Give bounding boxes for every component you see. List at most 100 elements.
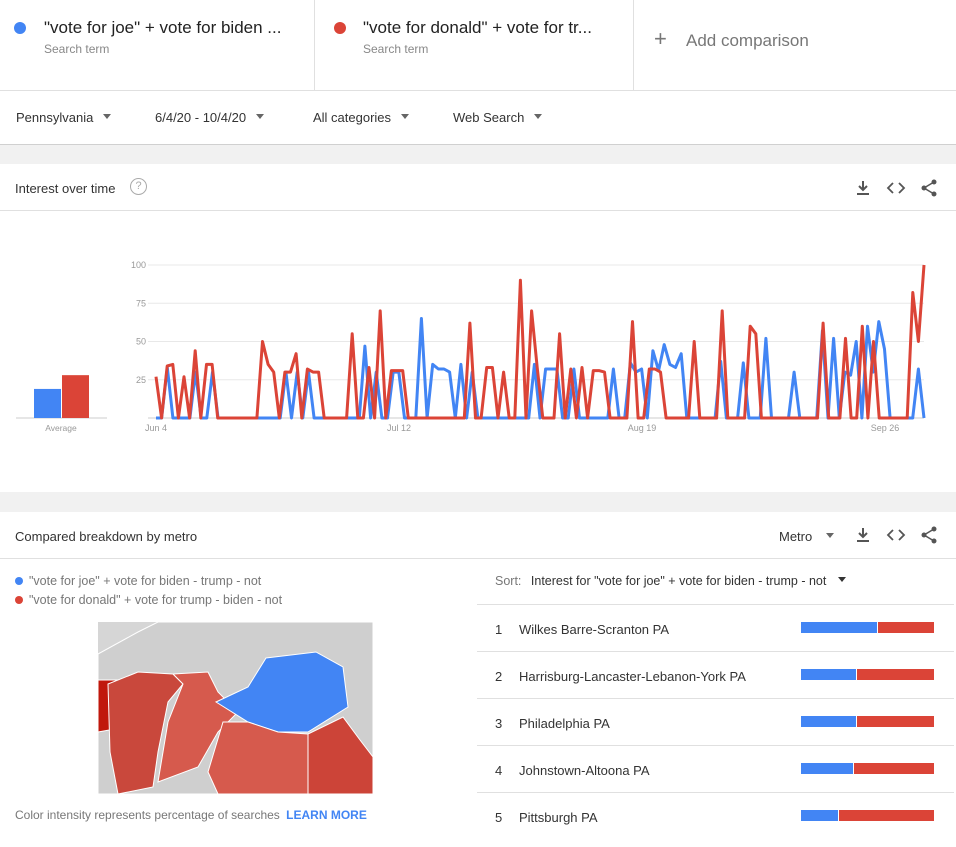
- sort-control[interactable]: Sort: Interest for "vote for joe" + vote…: [495, 574, 847, 588]
- rank-number: 4: [495, 763, 503, 778]
- legend-label: "vote for donald" + vote for trump - bid…: [29, 593, 283, 607]
- rank-number: 3: [495, 716, 503, 731]
- metro-name: Philadelphia PA: [519, 716, 610, 731]
- map-region-pittsburgh[interactable]: [107, 671, 184, 794]
- ranking-row[interactable]: 3 Philadelphia PA: [477, 699, 954, 746]
- red-share: [856, 716, 934, 727]
- search-term-label[interactable]: "vote for joe" + vote for biden ...: [44, 18, 282, 37]
- chevron-down-icon: [103, 114, 112, 120]
- map-region-johnstown[interactable]: [157, 671, 239, 783]
- rank-number: 2: [495, 669, 503, 684]
- metro-name: Pittsburgh PA: [519, 810, 598, 825]
- legend-item-red: "vote for donald" + vote for trump - bid…: [15, 593, 282, 607]
- sort-value: Interest for "vote for joe" + vote for b…: [530, 574, 827, 588]
- ranking-row[interactable]: 4 Johnstown-Altoona PA: [477, 746, 954, 793]
- rank-number: 1: [495, 622, 503, 637]
- chevron-down-icon: [534, 114, 543, 120]
- red-share: [853, 763, 934, 774]
- average-bars: Average: [16, 375, 107, 433]
- ranking-row[interactable]: 1 Wilkes Barre-Scranton PA: [477, 605, 954, 652]
- embed-icon[interactable]: [886, 525, 906, 545]
- average-bar-red[interactable]: [62, 375, 89, 418]
- blue-share: [801, 716, 856, 727]
- series-line-red[interactable]: [154, 264, 926, 420]
- x-tick-label: Aug 19: [628, 423, 657, 433]
- x-tick-label: Sep 26: [871, 423, 900, 433]
- map-region-philadelphia[interactable]: [307, 716, 373, 794]
- x-tick-label: Jun 4: [145, 423, 167, 433]
- interest-over-time-card: Interest over time ? Average 100 75 50 25 Ju…: [0, 164, 956, 492]
- series-color-dot: [334, 22, 346, 34]
- search-type-filter[interactable]: Web Search: [453, 110, 543, 125]
- add-comparison-label: Add comparison: [686, 31, 809, 50]
- blue-share: [801, 669, 856, 680]
- download-icon[interactable]: [853, 525, 873, 545]
- metro-select-label: Metro: [779, 529, 813, 544]
- breakdown-card: Compared breakdown by metro Metro "vote …: [0, 512, 956, 847]
- card-header: Compared breakdown by metro Metro: [0, 512, 956, 559]
- chevron-down-icon: [826, 533, 835, 539]
- legend-item-blue: "vote for joe" + vote for biden - trump …: [15, 574, 261, 588]
- comparison-bar: [801, 669, 934, 680]
- category-filter[interactable]: All categories: [313, 110, 410, 125]
- y-tick-label: 100: [131, 260, 146, 270]
- date-filter-label: 6/4/20 - 10/4/20: [155, 110, 247, 125]
- legend-label: "vote for joe" + vote for biden - trump …: [29, 574, 262, 588]
- add-comparison-button[interactable]: + Add comparison: [634, 0, 956, 90]
- help-icon[interactable]: ?: [130, 178, 147, 195]
- chevron-down-icon: [256, 114, 265, 120]
- card-title: Compared breakdown by metro: [15, 529, 198, 544]
- region-filter-label: Pennsylvania: [16, 110, 94, 125]
- comparison-bar: [801, 716, 934, 727]
- pennsylvania-metro-map[interactable]: [98, 622, 373, 794]
- share-icon[interactable]: [919, 525, 939, 545]
- legend-dot: [15, 577, 23, 585]
- share-icon[interactable]: [919, 178, 939, 198]
- average-bar-blue[interactable]: [34, 388, 61, 418]
- search-term-2[interactable]: "vote for donald" + vote for tr... Searc…: [315, 0, 634, 90]
- search-term-type: Search term: [363, 42, 429, 56]
- y-tick-label: 25: [136, 375, 146, 385]
- card-title: Interest over time: [15, 181, 116, 196]
- comparison-bar: [801, 622, 934, 633]
- legend-dot: [15, 596, 23, 604]
- region-filter[interactable]: Pennsylvania: [16, 110, 112, 125]
- red-share: [856, 669, 934, 680]
- metro-name: Wilkes Barre-Scranton PA: [519, 622, 670, 637]
- y-tick-label: 75: [136, 298, 146, 308]
- date-filter[interactable]: 6/4/20 - 10/4/20: [155, 110, 265, 125]
- comparison-bar: [801, 810, 934, 821]
- search-term-label[interactable]: "vote for donald" + vote for tr...: [363, 18, 592, 37]
- filter-bar: Pennsylvania 6/4/20 - 10/4/20 All catego…: [0, 91, 956, 145]
- map-region-harrisburg[interactable]: [207, 721, 314, 794]
- metro-name: Johnstown-Altoona PA: [519, 763, 650, 778]
- average-label: Average: [45, 423, 77, 433]
- chart-ticks: 100 75 50 25 Jun 4 Jul 12 Aug 19 Sep 26: [131, 260, 899, 433]
- blue-share: [801, 810, 839, 821]
- learn-more-link[interactable]: LEARN MORE: [286, 808, 367, 822]
- x-tick-label: Jul 12: [387, 423, 411, 433]
- interest-chart: Average 100 75 50 25 Jun 4 Jul 12 Aug 19 Sep 26: [16, 260, 926, 433]
- series-color-dot: [14, 22, 26, 34]
- ranking-row[interactable]: 2 Harrisburg-Lancaster-Lebanon-York PA: [477, 652, 954, 699]
- chart-lines[interactable]: [154, 264, 926, 420]
- rank-number: 5: [495, 810, 503, 825]
- blue-share: [801, 763, 853, 774]
- red-share: [877, 622, 934, 633]
- search-terms-bar: "vote for joe" + vote for biden ... Sear…: [0, 0, 956, 91]
- embed-icon[interactable]: [886, 178, 906, 198]
- map-footer: Color intensity represents percentage of…: [15, 808, 367, 822]
- search-term-1[interactable]: "vote for joe" + vote for biden ... Sear…: [0, 0, 315, 90]
- category-filter-label: All categories: [313, 110, 392, 125]
- comparison-bar: [801, 763, 934, 774]
- search-term-type: Search term: [44, 42, 110, 56]
- download-icon[interactable]: [853, 178, 873, 198]
- ranking-row[interactable]: 5 Pittsburgh PA: [477, 793, 954, 839]
- plus-icon: +: [654, 26, 667, 51]
- red-share: [839, 810, 934, 821]
- blue-share: [801, 622, 877, 633]
- chevron-down-icon: [838, 577, 847, 583]
- map-region-wilkes-barre[interactable]: [214, 651, 349, 733]
- metro-select[interactable]: Metro: [779, 529, 835, 544]
- color-intensity-note: Color intensity represents percentage of…: [15, 808, 280, 822]
